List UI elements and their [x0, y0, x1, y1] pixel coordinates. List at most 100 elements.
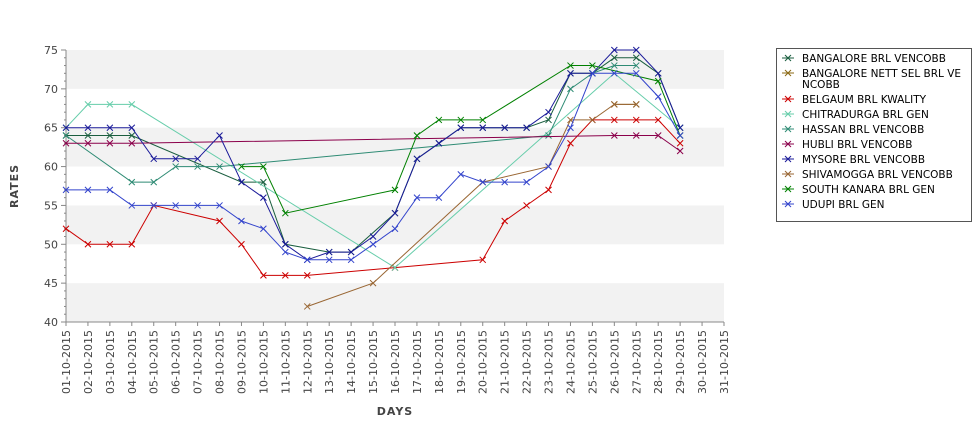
data-point: [523, 178, 530, 186]
data-point: [545, 132, 552, 139]
x-axis-title: DAYS: [377, 405, 413, 418]
data-point: [260, 194, 267, 202]
data-point: [413, 132, 421, 139]
x-tick-label: 15-10-2015: [367, 330, 380, 394]
x-tick-label: 01-10-2015: [60, 330, 73, 394]
data-point: [479, 116, 487, 124]
series-line: [307, 103, 637, 307]
data-point: [676, 147, 684, 155]
data-point: [172, 202, 180, 209]
x-tick-label: 02-10-2015: [82, 330, 95, 394]
data-point: [479, 124, 487, 132]
legend-box: [776, 48, 972, 222]
data-point: [84, 124, 92, 132]
data-point: [567, 139, 574, 147]
data-point: [545, 108, 552, 116]
data-point: [545, 163, 552, 170]
data-point: [347, 248, 355, 256]
series-line: [66, 135, 681, 152]
data-point: [303, 272, 311, 279]
y-tick-label: 70: [44, 83, 58, 96]
data-point: [281, 240, 289, 248]
data-point: [457, 124, 465, 132]
x-tick-label: 31-10-2015: [718, 330, 731, 394]
grid-band: [66, 283, 724, 322]
y-tick-label: 40: [44, 316, 58, 329]
legend-label: NCOBB: [802, 79, 840, 91]
legend-item: CHITRADURGA BRL GEN: [782, 109, 929, 121]
x-tick-label: 05-10-2015: [148, 330, 161, 394]
legend-marker: [784, 170, 792, 178]
legend-item: BANGALORE NETT SEL BRL VENCOBB: [782, 68, 961, 91]
data-point: [172, 163, 180, 170]
legend-marker: [784, 54, 792, 62]
data-point: [654, 93, 662, 100]
data-point: [84, 101, 92, 108]
data-point: [347, 256, 355, 264]
legend-item: SHIVAMOGGA BRL VENCOBB: [782, 169, 953, 181]
data-point: [676, 139, 684, 147]
x-tick-label: 28-10-2015: [652, 330, 665, 394]
data-point: [325, 248, 333, 256]
data-point: [501, 124, 509, 132]
grid-band: [66, 205, 724, 245]
x-tick-label: 22-10-2015: [521, 330, 534, 394]
legend-marker: [784, 185, 792, 193]
data-point: [369, 279, 377, 287]
y-tick-label: 65: [44, 122, 58, 135]
x-tick-label: 24-10-2015: [564, 330, 577, 394]
data-point: [610, 116, 618, 124]
data-point: [84, 139, 92, 147]
data-point: [479, 178, 487, 186]
data-point: [457, 170, 465, 178]
data-point: [194, 163, 201, 170]
data-point: [413, 194, 421, 202]
data-point: [610, 62, 618, 69]
legend-marker: [784, 69, 792, 77]
legend-marker: [784, 200, 792, 208]
y-tick-label: 55: [44, 199, 58, 212]
data-point: [501, 217, 509, 225]
data-point: [567, 62, 574, 69]
data-point: [501, 178, 509, 186]
data-point: [610, 54, 618, 62]
x-tick-label: 26-10-2015: [608, 330, 621, 394]
data-point: [238, 178, 245, 186]
x-tick-label: 12-10-2015: [301, 330, 314, 394]
data-point: [62, 132, 70, 139]
data-point: [84, 186, 92, 194]
data-point: [106, 124, 114, 132]
data-point: [84, 132, 92, 139]
data-point: [632, 54, 640, 62]
data-point: [238, 240, 245, 248]
x-tick-label: 25-10-2015: [586, 330, 599, 394]
data-point: [128, 178, 136, 186]
data-point: [435, 116, 443, 124]
data-point: [435, 139, 443, 147]
x-tick-label: 30-10-2015: [696, 330, 709, 394]
data-point: [106, 132, 114, 139]
series-5: [62, 132, 684, 155]
data-point: [589, 116, 596, 124]
legend: BANGALORE BRL VENCOBB BANGALORE NETT SEL …: [776, 48, 972, 222]
grid-band: [66, 127, 724, 167]
x-tick-label: 08-10-2015: [214, 330, 227, 394]
data-point: [391, 209, 399, 217]
data-point: [194, 202, 201, 209]
data-point: [391, 264, 399, 271]
data-point: [84, 240, 92, 248]
x-tick-label: 29-10-2015: [674, 330, 687, 394]
data-point: [62, 124, 70, 132]
legend-label: BELGAUM BRL KWALITY: [802, 94, 927, 106]
legend-item: MYSORE BRL VENCOBB: [782, 154, 925, 166]
legend-label: BANGALORE BRL VENCOBB: [802, 53, 946, 65]
x-tick-label: 14-10-2015: [345, 330, 358, 394]
data-point: [567, 124, 574, 132]
series-4: [62, 62, 640, 186]
x-tick-label: 09-10-2015: [235, 330, 248, 394]
legend-item: HASSAN BRL VENCOBB: [782, 124, 924, 136]
data-point: [523, 124, 530, 132]
legend-marker: [784, 155, 792, 163]
data-point: [610, 132, 618, 139]
